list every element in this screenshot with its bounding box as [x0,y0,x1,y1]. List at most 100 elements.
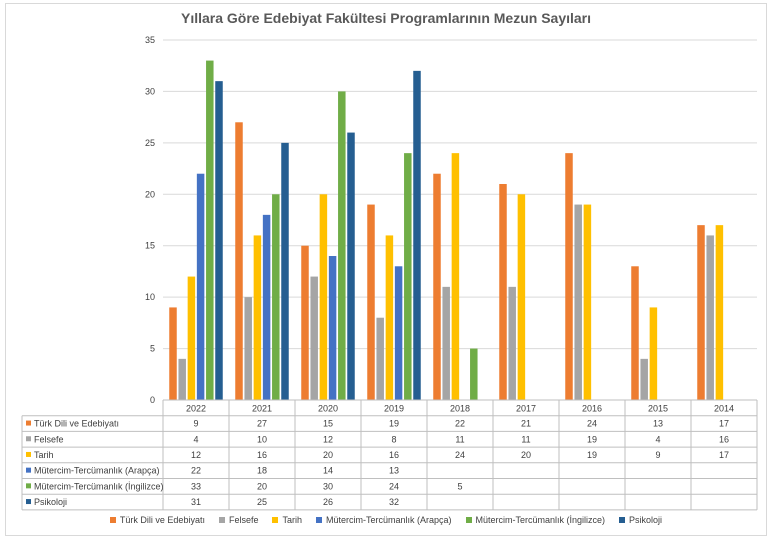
x-tick-label: 2015 [648,403,668,413]
table-value: 33 [191,481,201,491]
series-group [169,122,705,401]
table-value: 16 [257,450,267,460]
legend-item: Mütercim-Tercümanlık (Arapça) [315,515,452,525]
series-group [196,173,403,400]
table-value: 26 [323,497,333,507]
bar [508,286,516,400]
x-tick-label: 2014 [714,403,734,413]
legend-item: Türk Dili ve Edebiyatı [109,515,205,525]
table-value: 24 [455,450,465,460]
bar [385,235,394,400]
data-table: 2022 2021 2020 2019 2018 2017 2016 2015 2014Türk… [21,399,758,511]
legend-swatch [619,517,626,523]
bar [451,153,460,400]
y-tick-label: 25 [145,138,155,148]
table-value: 14 [323,466,333,476]
bar [206,60,214,400]
bar [178,358,186,400]
table-value: 32 [389,497,399,507]
y-gridlines [163,39,757,401]
bar [196,173,205,400]
bar [565,153,573,400]
bar [442,286,450,400]
bar [235,122,243,401]
legend-swatch [218,517,225,523]
bar [215,81,223,401]
table-value: 4 [193,434,198,444]
table-value: 20 [257,481,267,491]
table-value: 8 [391,434,396,444]
bar [404,153,412,400]
table-value: 13 [653,419,663,429]
legend-label: Türk Dili ve Edebiyatı [119,515,205,525]
x-tick-label: 2019 [384,403,404,413]
legend-item: Psikoloji [619,515,662,525]
bar [631,266,639,400]
table-value: 12 [191,450,201,460]
bar [574,204,582,400]
table-value: 4 [655,434,660,444]
bar [272,194,280,400]
bar [394,266,403,400]
bar [328,256,337,400]
x-tick-label: 2016 [582,403,602,413]
table-value: 20 [521,450,531,460]
bar [319,194,328,400]
bar [706,235,714,400]
legend-item: Felsefe [218,515,258,525]
y-tick-label: 35 [145,35,155,45]
legend-item: Mütercim-Tercümanlık (İngilizce) [465,515,606,525]
bar [649,307,658,400]
bar [413,70,421,400]
x-tick-label: 2018 [450,403,470,413]
table-value: 17 [719,419,729,429]
table-value: 15 [323,419,333,429]
table-value: 13 [389,466,399,476]
y-tick-label: 15 [145,241,155,251]
bar [253,235,262,400]
legend-swatch [315,517,322,523]
x-tick-label: 2020 [318,403,338,413]
bar [470,348,478,400]
table-series-label: Felsefe [34,434,64,444]
bar [310,276,318,400]
table-series-label: Türk Dili ve Edebiyatı [34,419,119,429]
y-tick-label: 0 [150,395,155,405]
table-value: 5 [457,481,462,491]
table-series-label: Tarih [34,450,54,460]
table-value: 22 [191,466,201,476]
bar [244,297,252,400]
table-value: 9 [655,450,660,460]
chart-legend: Türk Dili ve Edebiyatı Felsefe Tarih Müterc… [0,515,772,525]
bar [347,132,355,401]
table-value: 30 [323,481,333,491]
bar [517,194,526,400]
legend-label: Mütercim-Tercümanlık (İngilizce) [475,515,606,525]
table-value: 20 [323,450,333,460]
bar [281,142,289,400]
table-value: 11 [521,434,530,444]
table-series-swatch [26,483,31,489]
chart-title: Yıllara Göre Edebiyat Fakültesi Programl… [180,10,592,26]
table-value: 9 [193,419,198,429]
table-series-swatch [26,451,31,457]
bar [338,91,346,400]
x-tick-label: 2021 [252,403,272,413]
x-tick-label: 2022 [186,403,206,413]
legend-swatch [109,517,116,523]
series-group [178,204,714,400]
bar [376,317,384,400]
table-series-label: Psikoloji [34,497,67,507]
table-value: 18 [257,466,267,476]
y-tick-label: 20 [145,189,155,199]
bar [367,204,375,400]
x-tick-label: 2017 [516,403,536,413]
table-value: 11 [455,434,464,444]
bar [697,225,705,400]
table-series-swatch [26,436,31,442]
bar [640,358,648,400]
table-series-swatch [26,499,31,505]
table-series-label: Mütercim-Tercümanlık (Arapça) [34,466,160,476]
legend-swatch [272,517,279,523]
